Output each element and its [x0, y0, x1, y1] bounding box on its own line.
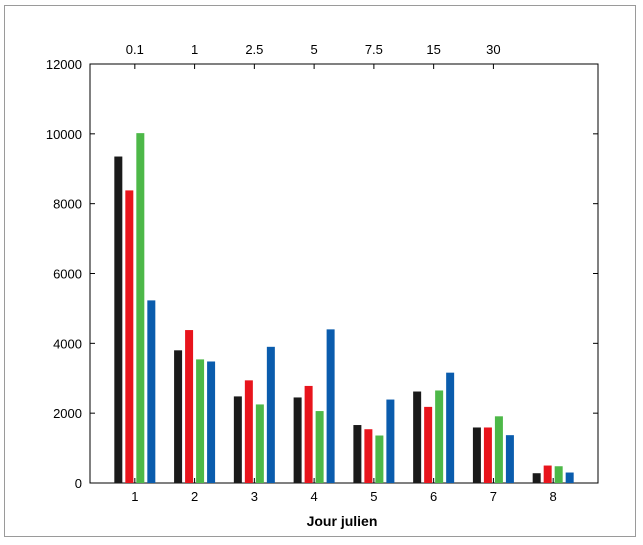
x-tick-label: 8: [550, 489, 557, 504]
top-axis: 0.1 1 2.5 5 7.5 15 30: [126, 42, 501, 69]
bar-day6-series2: [424, 406, 433, 483]
y-axis: 0 2000 4000 6000 8000 10000 12000: [46, 57, 598, 491]
x-tick-label: 3: [251, 489, 258, 504]
x-tick-label: 1: [131, 489, 138, 504]
x-tick-label: 7: [490, 489, 497, 504]
bar-day6-series4: [446, 372, 455, 483]
bar-day1-series1: [114, 156, 123, 483]
bar-day5-series1: [353, 425, 362, 483]
bar-day4-series4: [326, 329, 335, 483]
top-tick-label: 15: [426, 42, 440, 57]
bar-day1-series4: [147, 300, 156, 483]
bar-day8-series2: [543, 465, 552, 483]
top-tick-label: 7.5: [365, 42, 383, 57]
bar-day3-series1: [233, 396, 242, 483]
y-tick-label: 12000: [46, 57, 82, 72]
top-tick-label: 0.1: [126, 42, 144, 57]
y-tick-label: 4000: [53, 336, 82, 351]
bar-day6-series1: [413, 391, 422, 483]
bar-day5-series3: [375, 435, 384, 483]
bar-day2-series2: [185, 330, 194, 483]
bar-day7-series4: [505, 435, 514, 483]
top-tick-label: 30: [486, 42, 500, 57]
bars-group: [114, 133, 574, 484]
plot-area-border: [89, 63, 599, 484]
y-tick-label: 10000: [46, 127, 82, 142]
bar-day6-series3: [435, 390, 444, 483]
bar-day1-series3: [136, 133, 145, 483]
bar-day2-series1: [174, 350, 183, 483]
x-axis-title: Jour julien: [307, 513, 378, 529]
bar-day4-series2: [304, 385, 313, 483]
y-tick-label: 0: [75, 476, 82, 491]
y-tick-label: 6000: [53, 267, 82, 282]
bar-day5-series4: [386, 399, 395, 483]
bar-day8-series1: [532, 473, 541, 483]
bar-day4-series1: [293, 397, 302, 483]
bar-day7-series3: [494, 416, 503, 483]
bar-day5-series2: [364, 429, 373, 483]
bar-day7-series1: [472, 427, 481, 483]
bar-day3-series2: [244, 380, 253, 483]
bar-day1-series2: [125, 190, 134, 484]
top-tick-label: 1: [191, 42, 198, 57]
top-tick-label: 5: [311, 42, 318, 57]
x-axis: 1 2 3 4 5 6 7 8: [131, 478, 557, 504]
x-tick-label: 6: [430, 489, 437, 504]
y-tick-label: 8000: [53, 197, 82, 212]
top-tick-label: 2.5: [245, 42, 263, 57]
bar-day3-series3: [255, 404, 264, 483]
x-tick-label: 2: [191, 489, 198, 504]
bar-day4-series3: [315, 411, 324, 483]
bar-day8-series4: [565, 472, 574, 483]
bar-day2-series4: [207, 361, 216, 483]
bar-day3-series4: [266, 346, 275, 483]
bar-day7-series2: [483, 427, 492, 483]
bar-day8-series3: [554, 466, 563, 483]
y-tick-label: 2000: [53, 406, 82, 421]
x-tick-label: 5: [370, 489, 377, 504]
bar-day2-series3: [196, 359, 205, 483]
x-tick-label: 4: [311, 489, 318, 504]
